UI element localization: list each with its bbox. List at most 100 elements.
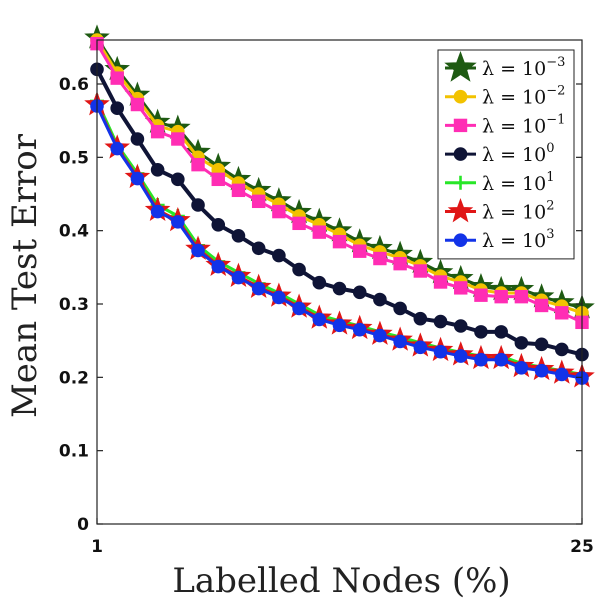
data-point <box>352 285 367 300</box>
data-point <box>150 124 165 139</box>
legend-entry-label: λ = 103 <box>482 227 555 252</box>
data-point <box>373 251 387 266</box>
data-point <box>373 328 387 343</box>
data-point <box>231 229 246 243</box>
legend-entry-label: λ = 10−2 <box>482 84 565 109</box>
data-point <box>534 337 549 352</box>
legend-entry-exponent: 3 <box>546 227 554 242</box>
data-point <box>231 183 246 198</box>
data-point <box>312 312 327 327</box>
data-point <box>332 234 347 249</box>
data-point <box>494 325 508 339</box>
data-point <box>373 292 387 307</box>
y-tick-label: 0.5 <box>59 148 89 168</box>
data-point <box>453 319 468 333</box>
y-axis-label: Mean Test Error <box>5 133 45 418</box>
x-tick-label: 25 <box>570 537 594 557</box>
legend-entry-exponent: −3 <box>546 55 565 70</box>
x-tick-label: 1 <box>91 537 103 557</box>
data-point <box>272 248 286 263</box>
data-point <box>534 363 549 378</box>
data-point <box>433 344 448 359</box>
legend-marker <box>444 50 477 82</box>
data-point <box>433 275 448 289</box>
data-point <box>211 218 226 232</box>
data-point <box>413 311 428 326</box>
data-point <box>494 352 508 367</box>
legend-marker <box>453 175 468 190</box>
data-point <box>534 298 549 313</box>
data-point <box>474 325 488 339</box>
legend-entry-label: λ = 10−3 <box>482 55 565 80</box>
data-point <box>453 349 468 363</box>
legend-entry-base: λ = 10 <box>482 58 546 80</box>
series-6 <box>90 99 589 385</box>
data-point <box>231 270 246 285</box>
legend-marker <box>453 118 468 133</box>
data-point <box>130 132 145 146</box>
plot-area <box>84 24 595 388</box>
data-point <box>393 256 407 271</box>
data-point <box>474 352 488 367</box>
data-point <box>272 290 286 305</box>
legend-entry-base: λ = 10 <box>482 87 546 109</box>
data-point <box>191 198 205 212</box>
data-point <box>130 97 145 112</box>
legend-entry-exponent: 1 <box>546 170 554 185</box>
legend-entry-exponent: −2 <box>546 84 565 99</box>
data-point <box>110 71 124 85</box>
data-point <box>393 334 407 349</box>
data-point <box>514 289 529 304</box>
data-point <box>312 275 327 290</box>
data-point <box>171 215 185 229</box>
data-point <box>332 281 347 296</box>
data-point <box>191 157 205 172</box>
legend-entry-exponent: 2 <box>546 199 554 214</box>
legend-entry-base: λ = 10 <box>482 115 546 137</box>
data-point <box>251 194 266 209</box>
data-point <box>191 243 205 258</box>
data-point <box>554 342 569 357</box>
data-point <box>433 314 448 329</box>
data-point <box>272 204 286 219</box>
data-point <box>352 322 367 337</box>
axes: 0 0.1 0.2 0.3 0.4 0.5 0.6 1 25 <box>59 39 594 557</box>
y-tick-label: 0.6 <box>59 75 89 95</box>
data-point <box>292 262 306 277</box>
legend-marker <box>453 233 468 247</box>
plot-frame <box>96 39 583 525</box>
legend-entry-exponent: 0 <box>546 141 554 156</box>
legend-entry-label: λ = 102 <box>482 199 555 224</box>
data-point <box>171 132 185 146</box>
data-point <box>211 259 226 274</box>
legend-entry-label: λ = 101 <box>482 170 555 195</box>
data-point <box>150 204 165 219</box>
series-2 <box>90 36 589 330</box>
y-tick-label: 0.3 <box>59 295 89 315</box>
data-point <box>292 216 306 231</box>
data-point <box>332 318 347 333</box>
data-point <box>292 301 306 316</box>
data-point <box>353 244 367 258</box>
y-tick-label: 0.4 <box>59 222 89 242</box>
data-point <box>110 141 125 156</box>
data-point <box>454 281 468 295</box>
y-tick-label: 0.2 <box>59 368 89 388</box>
data-point <box>251 281 266 296</box>
x-axis-label: Labelled Nodes (%) <box>172 561 510 601</box>
legend-marker <box>453 89 468 104</box>
data-point <box>150 163 165 177</box>
data-point <box>514 361 529 375</box>
y-tick-label: 0.1 <box>59 442 89 462</box>
data-point <box>413 264 428 278</box>
legend-entry-base: λ = 10 <box>482 173 546 195</box>
legend-entry-base: λ = 10 <box>482 230 546 252</box>
data-point <box>554 367 569 382</box>
legend-entry-base: λ = 10 <box>482 202 546 224</box>
legend-entry-exponent: −1 <box>546 112 565 127</box>
data-point <box>312 225 326 239</box>
data-point <box>474 288 488 302</box>
data-point <box>211 172 225 187</box>
